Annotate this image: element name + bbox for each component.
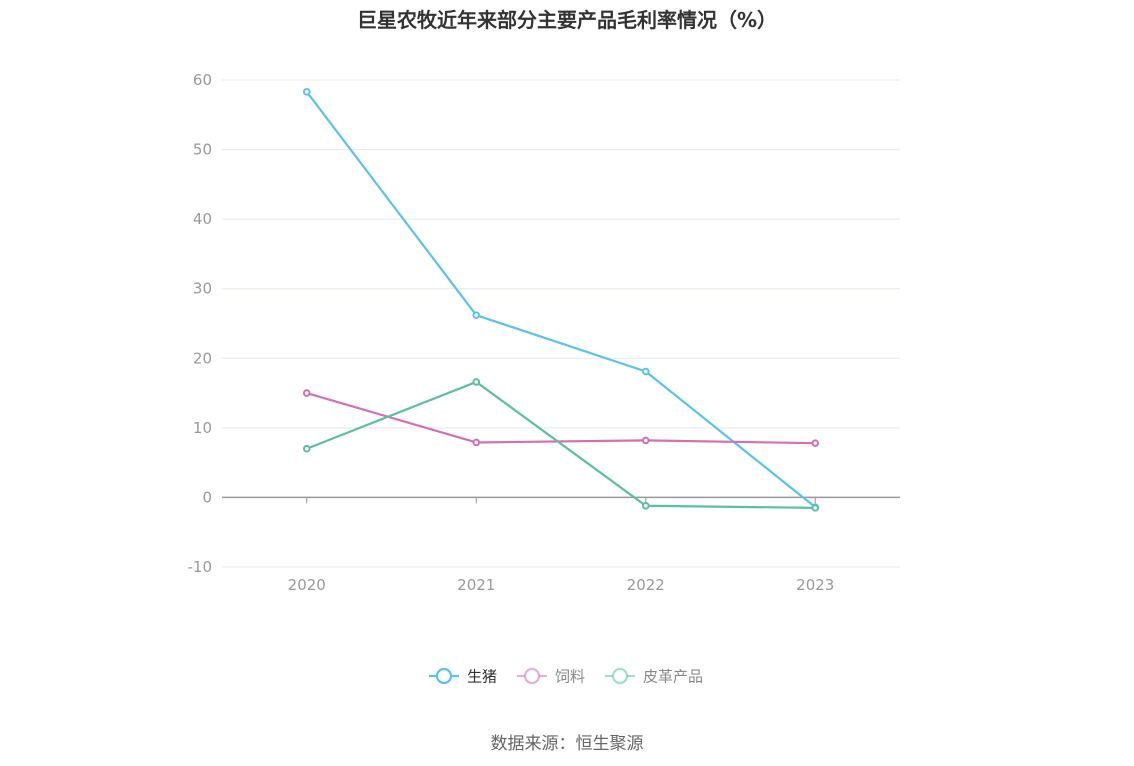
axes: -10 0 10 20 30 40 50 60 2020 2021 2022 2023 bbox=[188, 71, 900, 594]
data-point bbox=[302, 88, 311, 96]
y-tick-label: 20 bbox=[193, 349, 212, 367]
x-tick-label: 2021 bbox=[457, 576, 495, 594]
legend-label: 皮革产品 bbox=[643, 668, 703, 686]
series-line-3 bbox=[306, 380, 816, 509]
data-point bbox=[472, 438, 481, 447]
y-tick-label: 50 bbox=[193, 141, 212, 159]
chart-title: 巨星农牧近年来部分主要产品毛利率情况（%） bbox=[356, 8, 778, 32]
legend-marker bbox=[611, 667, 629, 685]
x-tick-label: 2020 bbox=[288, 576, 326, 594]
legend-label: 生猪 bbox=[467, 668, 497, 686]
x-tick-label: 2022 bbox=[627, 576, 665, 594]
legend-marker bbox=[523, 667, 541, 685]
data-point bbox=[641, 436, 650, 445]
y-tick-label: 0 bbox=[202, 488, 212, 506]
series-line-2 bbox=[306, 392, 816, 445]
data-point bbox=[472, 378, 481, 386]
data-point bbox=[302, 444, 311, 453]
x-tick-label: 2023 bbox=[796, 576, 834, 594]
data-point bbox=[472, 311, 481, 319]
series-line-1 bbox=[305, 91, 816, 509]
y-tick-label: 30 bbox=[193, 280, 212, 298]
grid-lines bbox=[222, 79, 900, 568]
legend-label: 饲料 bbox=[555, 668, 585, 686]
y-tick-label: 40 bbox=[193, 210, 212, 228]
data-point bbox=[811, 504, 820, 512]
y-tick-label: 60 bbox=[193, 71, 212, 89]
data-point bbox=[641, 367, 650, 376]
data-point bbox=[302, 389, 311, 397]
source-note: 数据来源：恒生聚源 bbox=[490, 734, 644, 754]
y-tick-label: -10 bbox=[188, 558, 213, 576]
series-lines bbox=[302, 88, 820, 512]
y-tick-label: 10 bbox=[193, 419, 212, 437]
legend: 生猪 饲料 皮革产品 bbox=[429, 668, 703, 686]
legend-marker bbox=[435, 667, 453, 685]
data-point bbox=[811, 439, 820, 447]
data-point bbox=[641, 501, 650, 510]
